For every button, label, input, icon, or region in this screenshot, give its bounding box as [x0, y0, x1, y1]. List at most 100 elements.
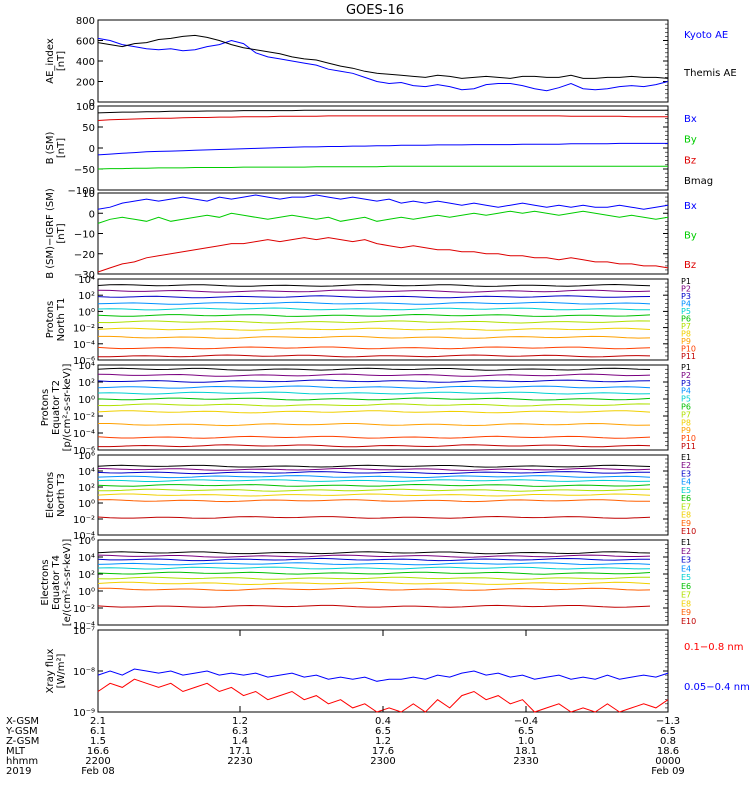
time-axis-value: 1.0 [518, 736, 534, 747]
y-tick-label: 10⁶ [78, 536, 95, 547]
legend-E3: E3 [681, 556, 691, 565]
legend-E8: E8 [681, 511, 691, 520]
legend-P6: P6 [681, 315, 691, 324]
time-axis-value: 2330 [513, 756, 538, 767]
legend-E9: E9 [681, 608, 691, 617]
legend-E4: E4 [681, 478, 691, 487]
legend-E9: E9 [681, 519, 691, 528]
time-axis-row-label: X-GSM [6, 716, 39, 727]
series-line-E10 [97, 604, 651, 608]
time-axis-value: 1.5 [90, 736, 106, 747]
legend-P2: P2 [681, 285, 691, 294]
series-line-Bz [97, 237, 669, 273]
legend-Bz: Bz [684, 155, 696, 166]
y-tick-label: 50 [82, 123, 95, 134]
y-axis-label: B (SM)−IGRF (SM) [nT] [45, 188, 67, 279]
legend-P5: P5 [681, 395, 691, 404]
time-axis-value: 6.1 [90, 726, 106, 737]
y-tick-label: 10⁻⁶ [73, 446, 95, 457]
y-tick-label: 10² [78, 291, 95, 302]
panel-8: 10⁻⁷ 10⁻⁸ 10⁻⁹ Xray flux [W/m²] 0.1−0.8 nm 0.0… [45, 626, 750, 719]
y-tick-label: 0 [89, 98, 95, 109]
legend-P9: P9 [681, 337, 691, 346]
series-line-Bx [97, 194, 669, 210]
y-axis-label-line: Equator T2 [51, 380, 62, 435]
y-tick-label: 10² [78, 570, 95, 581]
legend-P11: P11 [681, 352, 696, 361]
y-tick-label: 400 [76, 57, 95, 68]
legend-E5: E5 [681, 573, 691, 582]
time-axis-value: 18.1 [515, 746, 537, 757]
legend-P3: P3 [681, 379, 691, 388]
series-line-P11 [98, 354, 651, 358]
y-axis-label: Electrons North T3 [45, 472, 67, 518]
y-tick-label: 10² [78, 483, 95, 494]
legend-Themis AE: Themis AE [683, 68, 737, 79]
series-line-E9 [97, 499, 651, 503]
plot-title: GOES-16 [346, 3, 404, 18]
legend-Bx: Bx [684, 114, 697, 125]
legend-P2: P2 [681, 371, 691, 380]
y-tick-label: −50 [74, 165, 95, 176]
y-axis-label-line: [W/m²] [56, 653, 67, 688]
y-axis-label-line: [nT] [56, 138, 67, 158]
series-line-P8 [97, 410, 651, 414]
legend-P5: P5 [681, 307, 691, 316]
y-tick-label: 800 [76, 16, 95, 27]
legend-Bmag: Bmag [684, 176, 713, 187]
series-line-P7 [97, 403, 651, 407]
series-line-E7 [98, 488, 651, 492]
panel-2: 100 50 0 −50 −100 B (SM) [nT] Bx By Bz Bmag [45, 102, 713, 197]
y-tick-label: 10⁻⁴ [73, 531, 95, 542]
series-line-E4 [97, 475, 651, 479]
panel-frame [97, 19, 669, 103]
legend-P1: P1 [681, 277, 691, 286]
legend-E6: E6 [681, 582, 691, 591]
series-line-P1 [97, 283, 651, 287]
y-tick-label: 10⁻² [73, 515, 95, 526]
y-tick-label: 10⁶ [78, 451, 95, 462]
time-axis-value: 6.5 [375, 726, 391, 737]
y-tick-label: 10⁰ [78, 587, 95, 598]
y-tick-label: 0 [89, 144, 95, 155]
series-line-E1 [97, 464, 651, 468]
y-axis-label-line: [p/(cm²-s-sr-keV)] [62, 364, 73, 452]
y-axis-label: Xray flux [W/m²] [45, 649, 67, 694]
legend-Bx: Bx [684, 201, 697, 212]
legend-E10: E10 [681, 527, 696, 536]
legend-P4: P4 [681, 387, 691, 396]
y-tick-label: 10⁻⁴ [73, 340, 95, 351]
y-tick-label: 10⁰ [78, 307, 95, 318]
y-tick-label: 10⁴ [78, 553, 95, 564]
legend-P11: P11 [681, 442, 696, 451]
legend-P1: P1 [681, 363, 691, 372]
y-tick-label: −30 [74, 270, 95, 281]
legend-P8: P8 [681, 330, 691, 339]
legend-P9: P9 [681, 426, 691, 435]
legend-P7: P7 [681, 322, 691, 331]
legend-P10: P10 [681, 345, 696, 354]
time-axis-value: 0.8 [660, 736, 676, 747]
y-tick-label: 100 [76, 102, 95, 113]
y-tick-label: 10² [78, 378, 95, 389]
time-axis-value: 18.6 [657, 746, 679, 757]
legend-P3: P3 [681, 292, 691, 301]
y-axis-label-line: B (SM) [45, 131, 56, 164]
time-axis-row-label: 2019 [6, 766, 31, 777]
time-axis-value: Feb 08 [81, 766, 115, 777]
series-line-P6 [97, 313, 651, 317]
legend-Bz: Bz [684, 260, 696, 271]
series-line-E8 [97, 493, 651, 497]
series-line-E6 [97, 483, 651, 487]
series-line-Bz [97, 115, 668, 121]
time-axis-value: Feb 09 [651, 766, 685, 777]
series-line-E7 [97, 576, 651, 580]
series-line-P2 [97, 373, 651, 377]
time-axis-value: −0.4 [514, 716, 538, 727]
y-axis-label-line: [nT] [56, 223, 67, 243]
legend-E1: E1 [681, 453, 691, 462]
series-line-Kyoto AE [97, 37, 669, 92]
series-line-P10 [97, 346, 651, 350]
time-axis-row-label: Y-GSM [5, 726, 38, 737]
